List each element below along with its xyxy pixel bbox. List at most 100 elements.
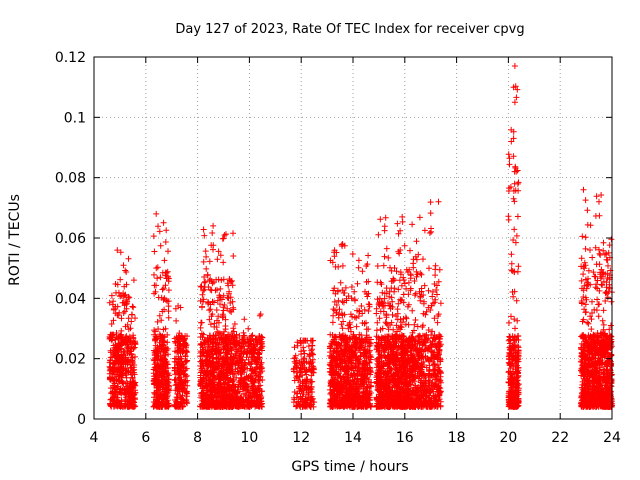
data-point (152, 367, 159, 374)
data-point (108, 402, 114, 409)
data-point (214, 256, 221, 263)
data-point (158, 317, 165, 324)
data-point (110, 331, 117, 338)
data-point (154, 364, 160, 371)
data-point (113, 330, 120, 336)
data-point (163, 227, 170, 234)
data-point (300, 347, 307, 354)
data-point (125, 255, 132, 262)
data-point (107, 357, 114, 364)
data-point (129, 403, 136, 410)
data-point (162, 402, 169, 409)
data-point (121, 348, 128, 355)
data-point (351, 314, 358, 321)
data-point (164, 339, 171, 346)
data-point (421, 282, 428, 289)
data-point (377, 216, 384, 223)
data-point (159, 286, 166, 293)
data-point (130, 277, 137, 284)
data-point (125, 326, 132, 333)
data-point (383, 245, 390, 252)
data-point (155, 223, 161, 230)
data-point (120, 352, 127, 359)
data-point (161, 401, 168, 408)
data-point (106, 367, 113, 374)
data-point (380, 262, 387, 269)
data-point (153, 348, 159, 355)
data-point (109, 365, 116, 372)
data-point (164, 345, 171, 352)
data-point (157, 242, 164, 249)
data-point (199, 304, 205, 311)
data-point (107, 347, 114, 354)
data-point (124, 345, 131, 352)
data-point (117, 249, 124, 256)
data-point (160, 285, 167, 292)
data-point (119, 355, 125, 361)
data-point (151, 349, 158, 356)
data-point (159, 401, 166, 408)
data-point (200, 226, 207, 233)
data-point (120, 262, 127, 269)
data-point (150, 378, 157, 385)
data-point (115, 377, 122, 384)
data-point (217, 285, 224, 292)
data-point (152, 336, 159, 343)
data-point (154, 275, 161, 282)
data-point (118, 331, 125, 338)
data-point (156, 228, 163, 235)
data-point (397, 316, 404, 323)
data-point (122, 334, 129, 341)
data-point (208, 287, 215, 294)
data-point (121, 386, 128, 393)
data-point (177, 304, 184, 311)
data-point (152, 288, 159, 295)
data-point (115, 400, 122, 407)
data-point (151, 331, 158, 338)
data-point (110, 351, 117, 358)
data-point (159, 382, 166, 389)
data-point (161, 257, 168, 264)
data-point (130, 345, 137, 352)
data-point (383, 320, 390, 327)
data-point (124, 321, 131, 328)
data-point (127, 390, 134, 397)
data-points (106, 63, 615, 410)
data-point (158, 377, 165, 384)
data-point (394, 220, 401, 227)
data-point (365, 252, 372, 259)
data-point (381, 227, 388, 234)
data-point (151, 357, 158, 364)
data-point (117, 276, 124, 283)
data-point (329, 319, 336, 326)
data-point (123, 339, 130, 346)
data-point (154, 394, 161, 401)
data-point (157, 274, 164, 281)
data-point (203, 265, 210, 272)
data-point (130, 335, 137, 342)
data-point (359, 268, 366, 275)
data-point (330, 312, 337, 319)
data-point (154, 387, 161, 394)
data-point (365, 308, 372, 314)
data-point (165, 314, 172, 321)
data-point (420, 256, 426, 263)
data-point (159, 391, 166, 398)
data-point (162, 239, 169, 245)
data-point (108, 321, 115, 327)
data-point (230, 253, 237, 259)
data-point (122, 267, 129, 274)
data-point (111, 403, 118, 410)
data-point (375, 231, 382, 238)
data-point (155, 294, 162, 301)
data-point (409, 221, 416, 228)
data-point (112, 281, 119, 287)
data-point (373, 327, 380, 334)
data-point (385, 254, 392, 261)
data-point (154, 318, 161, 325)
data-point (119, 341, 126, 348)
data-point (132, 315, 138, 322)
data-point (126, 383, 132, 390)
data-point (338, 241, 345, 248)
